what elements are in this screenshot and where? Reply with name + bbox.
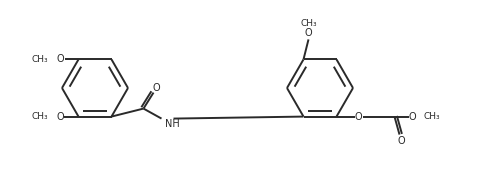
Text: NH: NH	[164, 119, 179, 129]
Text: CH₃: CH₃	[424, 112, 440, 121]
Text: CH₃: CH₃	[32, 112, 49, 121]
Text: O: O	[355, 112, 362, 122]
Text: O: O	[305, 28, 312, 38]
Text: O: O	[152, 83, 160, 93]
Text: O: O	[56, 112, 64, 122]
Text: O: O	[397, 136, 405, 146]
Text: CH₃: CH₃	[32, 55, 49, 64]
Text: O: O	[56, 54, 64, 64]
Text: O: O	[409, 112, 416, 122]
Text: CH₃: CH₃	[300, 19, 317, 28]
